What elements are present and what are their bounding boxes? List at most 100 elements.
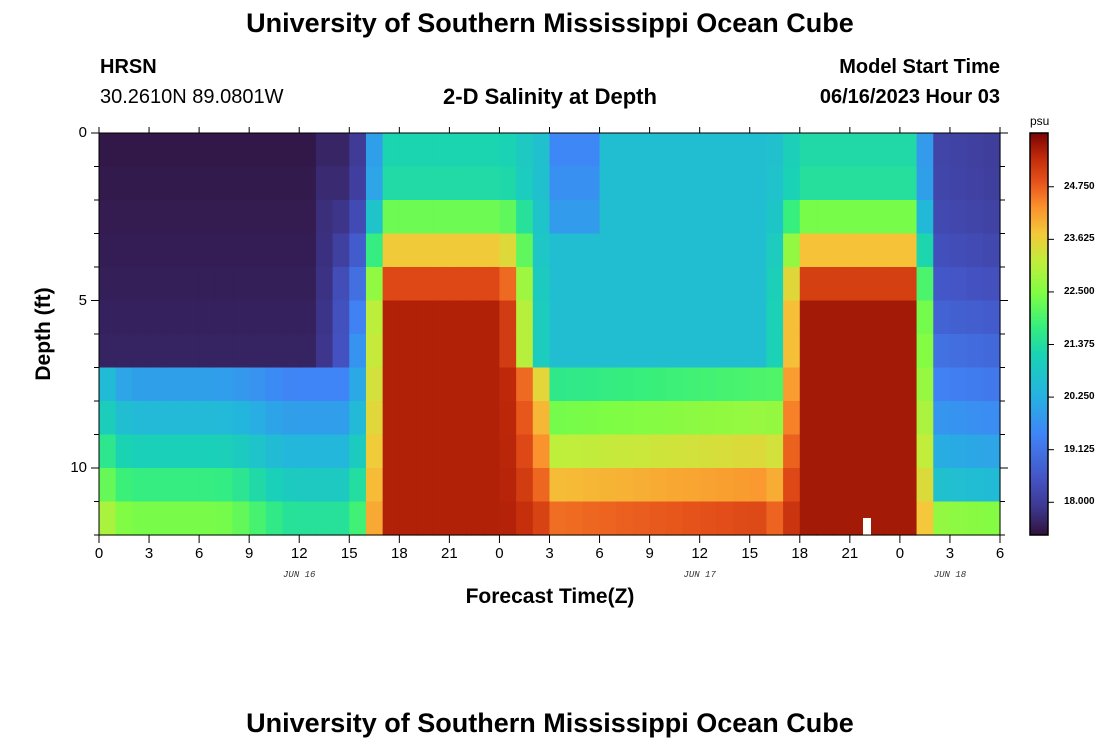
heatmap-cell	[432, 133, 450, 168]
heatmap-cell	[365, 133, 384, 168]
x-tick-label: 3	[545, 545, 554, 562]
heatmap-cell	[949, 133, 968, 168]
heatmap-cell	[933, 401, 951, 436]
heatmap-cell	[682, 401, 701, 436]
heatmap-cell	[649, 133, 667, 168]
heatmap-cell	[666, 133, 684, 168]
heatmap-cell	[349, 334, 367, 369]
heatmap-cell	[449, 200, 467, 235]
heatmap-cell	[249, 434, 267, 469]
heatmap-cell	[749, 133, 768, 168]
heatmap-cell	[766, 468, 784, 503]
heatmap-cell	[349, 468, 367, 503]
heatmap-cell	[516, 300, 534, 335]
heatmap-cell	[949, 166, 968, 201]
heatmap-cell	[666, 200, 684, 235]
heatmap-cell	[866, 434, 884, 469]
heatmap-cell	[599, 501, 617, 536]
heatmap-cell	[883, 434, 901, 469]
heatmap-cell	[149, 501, 167, 536]
heatmap-cell	[182, 166, 200, 201]
heatmap-cell	[616, 334, 634, 369]
heatmap-cell	[916, 233, 934, 268]
heatmap-cell	[983, 401, 1001, 436]
colorbar-unit: psu	[1030, 114, 1050, 128]
heatmap-cell	[749, 367, 768, 402]
heatmap-cell	[883, 334, 901, 369]
heatmap-cell	[566, 166, 584, 201]
heatmap-cell	[365, 367, 384, 402]
heatmap-cell	[365, 166, 384, 201]
heatmap-cell	[733, 468, 751, 503]
heatmap-cell	[799, 133, 818, 168]
heatmap-cell	[315, 334, 334, 369]
heatmap-cell	[315, 200, 334, 235]
heatmap-cell	[899, 300, 918, 335]
heatmap-cell	[849, 133, 868, 168]
heatmap-cell	[432, 401, 450, 436]
heatmap-cell	[532, 166, 551, 201]
heatmap-cell	[799, 401, 818, 436]
heatmap-cell	[783, 468, 801, 503]
heatmap-cell	[916, 434, 934, 469]
heatmap-cell	[616, 133, 634, 168]
heatmap-cell	[466, 133, 484, 168]
heatmap-cell	[265, 300, 284, 335]
heatmap-cell	[649, 401, 667, 436]
heatmap-cell	[716, 367, 734, 402]
heatmap-cell	[733, 233, 751, 268]
heatmap-cell	[783, 133, 801, 168]
heatmap-cell	[616, 401, 634, 436]
heatmap-cell	[449, 334, 467, 369]
heatmap-cell	[299, 468, 317, 503]
heatmap-cell	[783, 200, 801, 235]
heatmap-cell	[966, 367, 984, 402]
heatmap-cell	[899, 401, 918, 436]
heatmap-cell	[699, 434, 717, 469]
heatmap-cell	[232, 300, 250, 335]
heatmap-cell	[949, 334, 968, 369]
heatmap-cell	[299, 501, 317, 536]
heatmap-cell	[416, 300, 434, 335]
x-axis-ticks	[98, 127, 1001, 543]
heatmap-cell	[282, 300, 300, 335]
heatmap-cell	[749, 200, 768, 235]
heatmap-cell	[749, 434, 768, 469]
heatmap-cell	[549, 501, 567, 536]
heatmap-cell	[616, 434, 634, 469]
heatmap-cell	[766, 200, 784, 235]
heatmap-cell	[199, 468, 217, 503]
heatmap-cell	[916, 367, 934, 402]
heatmap-cell	[249, 501, 267, 536]
heatmap-cell	[783, 367, 801, 402]
heatmap-cell	[883, 233, 901, 268]
heatmap-cell	[799, 468, 818, 503]
heatmap-cell	[883, 166, 901, 201]
heatmap-cell	[115, 166, 133, 201]
heatmap-cell	[799, 434, 818, 469]
heatmap-cell	[499, 233, 517, 268]
heatmap-cell	[566, 267, 584, 302]
y-axis-label: Depth (ft)	[32, 287, 55, 381]
heatmap-cell	[566, 300, 584, 335]
heatmap-cell	[482, 233, 501, 268]
heatmap-cell	[315, 367, 334, 402]
heatmap-cell	[949, 300, 968, 335]
heatmap-cell	[799, 334, 818, 369]
heatmap-cell	[566, 133, 584, 168]
heatmap-cell	[582, 300, 601, 335]
x-axis-label: Forecast Time(Z)	[465, 585, 635, 608]
heatmap-cell	[549, 200, 567, 235]
heatmap-cell	[899, 468, 918, 503]
x-tick-label: 12	[290, 545, 308, 562]
heatmap-cell	[516, 501, 534, 536]
heatmap-cell	[866, 334, 884, 369]
heatmap-cell	[716, 133, 734, 168]
heatmap-cell	[282, 166, 300, 201]
heatmap-cell	[933, 166, 951, 201]
heatmap-cell	[516, 401, 534, 436]
heatmap-cell	[866, 267, 884, 302]
heatmap-cell	[532, 401, 551, 436]
heatmap-cell	[99, 300, 117, 335]
heatmap-cell	[582, 334, 601, 369]
